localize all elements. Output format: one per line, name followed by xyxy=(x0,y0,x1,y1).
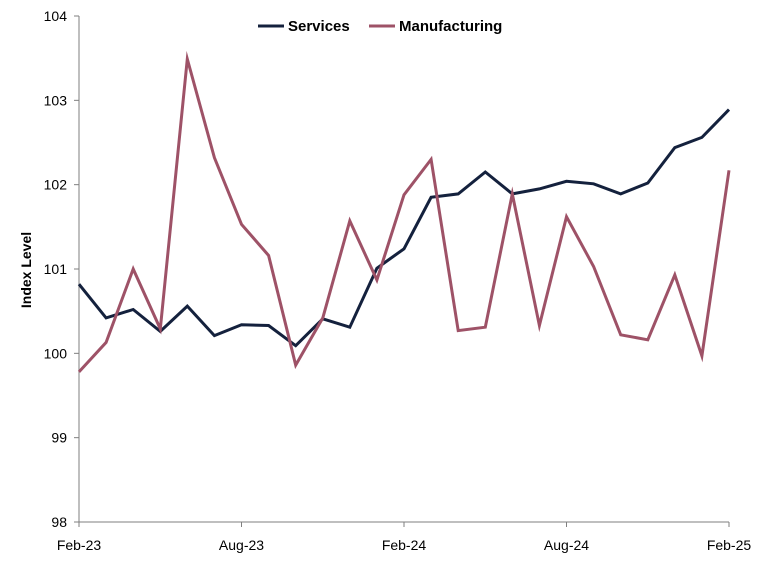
y-tick-label: 103 xyxy=(44,92,68,108)
series-line-manufacturing xyxy=(79,59,729,372)
legend-label-services: Services xyxy=(288,18,350,35)
y-axis-title: Index Level xyxy=(18,232,34,308)
y-tick-label: 101 xyxy=(44,261,68,277)
x-tick-label: Aug-23 xyxy=(219,537,264,553)
legend-label-manufacturing: Manufacturing xyxy=(399,18,502,35)
y-tick-label: 98 xyxy=(51,514,67,530)
y-tick-label: 100 xyxy=(44,345,68,361)
series-layer xyxy=(79,59,729,372)
x-tick-label: Feb-23 xyxy=(57,537,102,553)
y-tick-label: 99 xyxy=(51,430,67,446)
x-tick-label: Feb-24 xyxy=(382,537,427,553)
axes-layer: 98 99 100 101 102 103 104 Feb-23 Aug-23 Feb-24 Aug… xyxy=(44,8,752,553)
legend: Services Manufacturing xyxy=(258,18,502,35)
y-tick-label: 102 xyxy=(44,177,68,193)
x-tick-label: Aug-24 xyxy=(544,537,589,553)
series-line-services xyxy=(79,110,729,346)
x-tick-label: Feb-25 xyxy=(707,537,752,553)
y-tick-label: 104 xyxy=(44,8,68,24)
